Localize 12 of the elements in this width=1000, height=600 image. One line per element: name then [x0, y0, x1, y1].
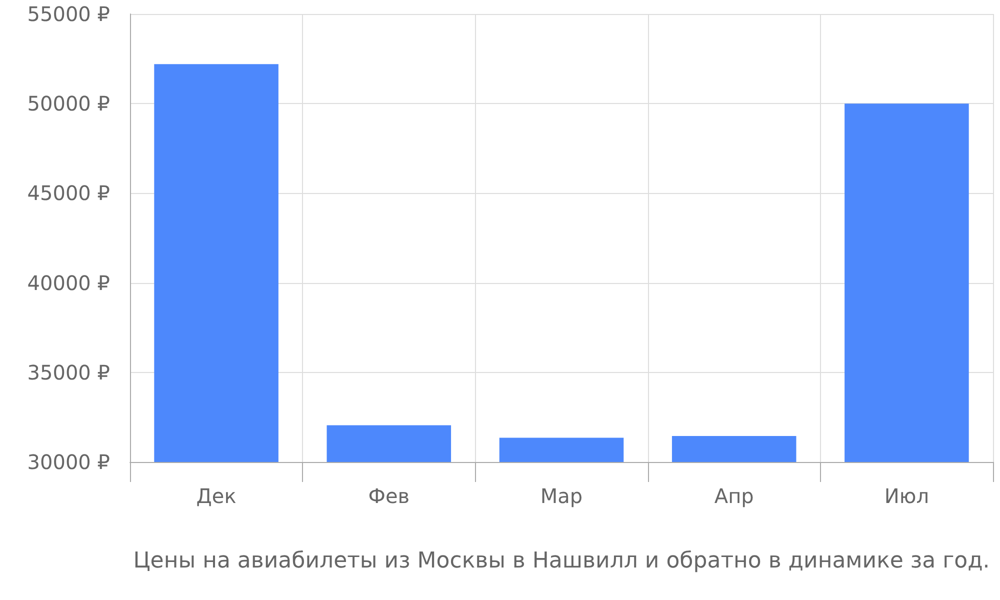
- x-tick-label: Дек: [196, 484, 236, 508]
- x-tick-label: Июл: [884, 484, 929, 508]
- y-tick-label: 50000 ₽: [27, 92, 110, 116]
- y-tick-label: 40000 ₽: [27, 270, 110, 295]
- y-tick-label: 35000 ₽: [27, 360, 110, 384]
- x-tick-label: Апр: [714, 484, 754, 508]
- x-tick-label: Мар: [540, 484, 583, 508]
- x-axis-title: Цены на авиабилеты из Москвы в Нашвилл и обратно в динамике за год.: [133, 548, 990, 574]
- y-tick-label: 45000 ₽: [27, 181, 110, 206]
- y-tick-label: 30000 ₽: [27, 450, 110, 474]
- x-tick-label: Фев: [368, 484, 410, 508]
- y-tick-label: 55000 ₽: [27, 2, 110, 26]
